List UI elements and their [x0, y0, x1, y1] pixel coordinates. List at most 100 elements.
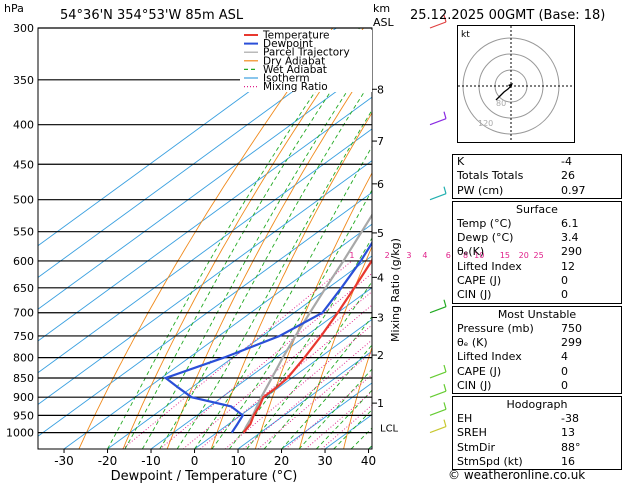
- wind-barb: [429, 371, 447, 379]
- mixing-ratio-value-label: 8: [463, 251, 468, 260]
- surface-box: Surface Temp (°C) 6.1 Dewp (°C) 3.4 θₑ(K) 2…: [452, 200, 622, 304]
- wet-adiabat-line: [298, 368, 372, 449]
- index-row: PW (cm) 0.97: [457, 183, 586, 197]
- wind-barb: [443, 299, 447, 307]
- x-tick-label: -30: [54, 454, 74, 468]
- legend-entry: Isotherm: [263, 73, 310, 85]
- km-tick-label: 6: [377, 178, 384, 191]
- mu-row: θₑ (K) 299: [457, 335, 582, 349]
- x-axis-label: Dewpoint / Temperature (°C): [111, 469, 298, 484]
- pressure-tick-label: 450: [13, 158, 34, 171]
- isotherm-line: [38, 128, 372, 374]
- datetime: 25.12.2025 00GMT (Base: 18): [410, 8, 605, 23]
- km-tick-label: 7: [377, 135, 384, 148]
- km-tick-label: 4: [377, 271, 384, 284]
- x-tick-label: 0: [191, 454, 199, 468]
- wind-barb: [429, 21, 447, 29]
- isotherm-line: [194, 318, 372, 449]
- wind-barb: [429, 390, 447, 398]
- surface-title: Surface: [516, 202, 558, 216]
- x-tick-label: 30: [317, 454, 332, 468]
- isotherm-line: [38, 33, 372, 279]
- profile-curves: [163, 213, 372, 434]
- wind-barb: [443, 384, 447, 392]
- hodo-row: SREH 13: [457, 426, 575, 440]
- pressure-tick-label: 850: [13, 372, 34, 385]
- mu-row: Lifted Index 4: [457, 350, 568, 364]
- pressure-tick-label: 350: [13, 74, 34, 87]
- pressure-tick-label: 750: [13, 330, 34, 343]
- mixing-ratio-value-label: 3: [406, 251, 411, 260]
- wind-barb: [429, 426, 447, 434]
- km-tick-label: 5: [377, 227, 384, 240]
- x-tick-label: 20: [274, 454, 289, 468]
- mixing-ratio-value-label: 10: [474, 251, 484, 260]
- mixing-ratio-line: [182, 290, 372, 449]
- mixing-ratio-value-label: 20: [519, 251, 529, 260]
- dewpoint-line: [163, 240, 372, 434]
- plot-frame: [37, 27, 373, 450]
- legend-entry: Wet Adiabat: [263, 64, 327, 76]
- wind-barb: [429, 306, 447, 314]
- hodograph-stats-box: Hodograph EH -38 SREH 13 StmDir 88° StmSpd …: [452, 396, 622, 471]
- dry-adiabat-line: [122, 28, 364, 449]
- pressure-tick-label: 950: [13, 409, 34, 422]
- wet-adiabat-line: [194, 145, 372, 449]
- wind-barb: [443, 419, 447, 427]
- mixing-ratio-label: Mixing Ratio (g/kg): [389, 238, 402, 342]
- mixing-ratio-line: [224, 324, 372, 449]
- indices-panel: K -4 Totals Totals 26 PW (cm) 0.97 Surface …: [452, 154, 622, 472]
- wet-adiabat-line: [107, 28, 360, 449]
- mixing-ratio-value-label: 6: [446, 251, 451, 260]
- wind-barbs: [429, 14, 447, 434]
- pressure-tick-label: 650: [13, 282, 34, 295]
- hodo-trace: [495, 85, 512, 101]
- surface-row: Temp (°C) 6.1: [457, 216, 579, 230]
- isotherm-line: [237, 350, 372, 449]
- surface-row: θₑ(K) 290: [457, 245, 582, 259]
- mixing-ratio-line: [122, 260, 353, 449]
- km-tick-label: 3: [377, 312, 384, 325]
- km-tick-label: 1: [377, 397, 384, 410]
- asl-unit: ASL: [373, 16, 395, 29]
- pressure-tick-label: 550: [13, 226, 34, 239]
- wind-barb: [429, 193, 447, 201]
- mu-row: Pressure (mb) 750: [457, 321, 582, 335]
- pressure-tick-label: 500: [13, 194, 34, 207]
- isotherm-line: [38, 64, 372, 310]
- most-unstable-title: Most Unstable: [497, 307, 577, 321]
- surface-row: Dewp (°C) 3.4: [457, 231, 579, 245]
- pressure-tick-label: 900: [13, 391, 34, 404]
- pressure-tick-label: 1000: [6, 427, 34, 440]
- surface-row: CAPE (J) 0: [457, 274, 568, 288]
- mu-row: CAPE (J) 0: [457, 364, 568, 378]
- mu-row: CIN (J) 0: [457, 378, 568, 392]
- hodograph: kt 80 120: [457, 25, 575, 143]
- isotherm-line: [63, 223, 372, 449]
- wind-barb: [443, 111, 447, 119]
- wet-adiabat-line: [281, 344, 372, 449]
- hodo-row: EH -38: [457, 412, 579, 426]
- pressure-tick-label: 700: [13, 307, 34, 320]
- hodograph-title: Hodograph: [506, 398, 568, 412]
- hodo-unit: kt: [461, 30, 470, 40]
- parcel-trajectory-line: [242, 213, 372, 434]
- wet-adiabat-line: [176, 109, 372, 449]
- isotherm-line: [38, 191, 372, 437]
- km-unit: km: [373, 2, 390, 15]
- footer-credit: © weatheronline.co.uk: [448, 468, 586, 482]
- wind-barb: [429, 408, 447, 416]
- surface-row: CIN (J) 0: [457, 288, 568, 302]
- pressure-tick-label: 300: [13, 22, 34, 35]
- wind-barb: [443, 14, 447, 23]
- index-row: Totals Totals 26: [457, 169, 575, 183]
- dry-adiabat-line: [166, 60, 372, 449]
- isobars: 300 350 400 450 500 550 600 650 700 750 800 850 900 9…: [6, 22, 372, 440]
- indices-box: K -4 Totals Totals 26 PW (cm) 0.97: [452, 154, 622, 199]
- wet-adiabat-line: [211, 189, 372, 449]
- x-tick-label: 40: [361, 454, 376, 468]
- wind-barb: [443, 186, 447, 194]
- lcl-label: LCL: [380, 424, 399, 435]
